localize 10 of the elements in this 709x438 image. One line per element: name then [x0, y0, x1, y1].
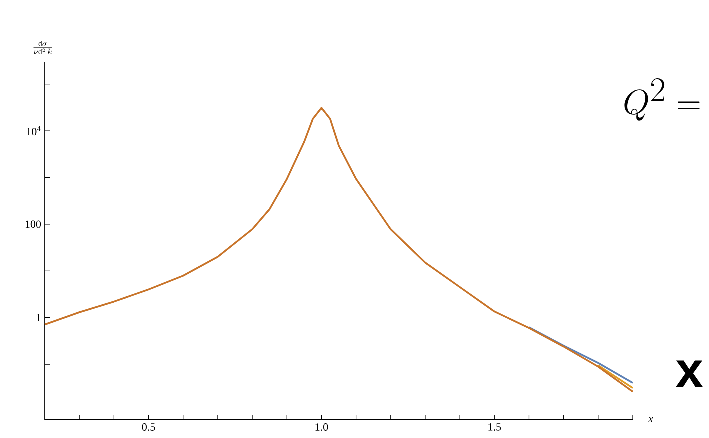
y-tick-label: 100 — [26, 220, 42, 228]
y-tick-label: 10$^{4}$ — [27, 126, 41, 136]
annotation: $Q^{2} =$ — [624, 78, 700, 121]
y-tick-label: 1 — [36, 314, 41, 322]
y-axis-title: $\frac{\mathrm{d}\sigma}{\nu\mathrm{d}^{2}\,k}$ — [34, 40, 52, 54]
x-tick-label: 1.5 — [488, 424, 502, 431]
x-tick-label: 1.0 — [316, 424, 328, 431]
text: x — [676, 360, 704, 388]
x-tick-label: 0.5 — [142, 424, 156, 431]
x-axis-title: x — [648, 417, 654, 423]
